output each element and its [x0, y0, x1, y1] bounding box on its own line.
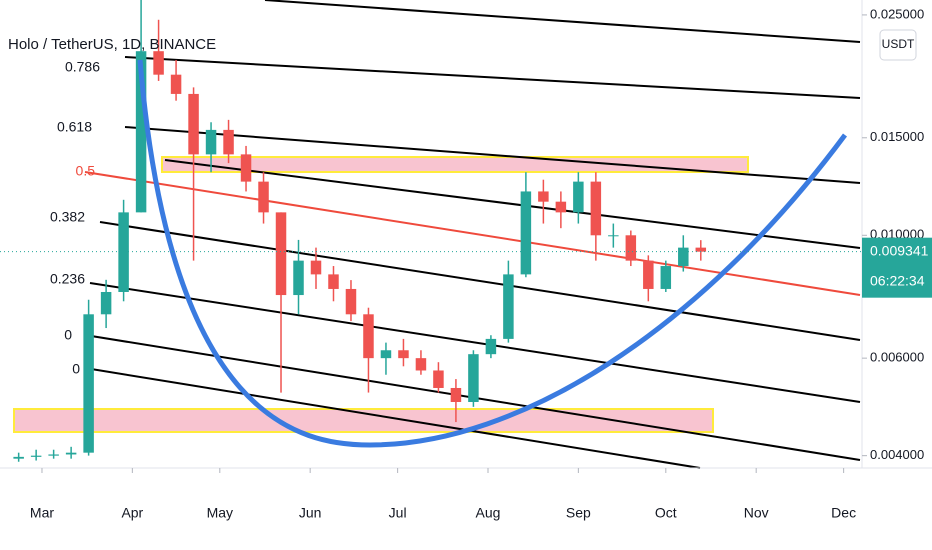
candle-body	[293, 260, 304, 296]
fib-level-label: 0	[64, 327, 72, 343]
channel-line	[164, 159, 861, 249]
y-tick-label: 0.004000	[870, 447, 924, 462]
zone-lower	[13, 408, 714, 433]
candle-body	[555, 201, 567, 213]
candle-body	[678, 247, 689, 267]
candle-body	[625, 235, 637, 261]
candle-body	[118, 212, 129, 292]
x-tick-label: Nov	[744, 505, 769, 521]
y-tick-label: 0.015000	[870, 129, 924, 144]
candle-body	[608, 235, 619, 237]
currency-button[interactable]	[879, 29, 917, 61]
candle-body	[83, 314, 94, 453]
candle-body	[240, 154, 252, 182]
fib-level-label: 0.382	[50, 209, 85, 225]
candle-body	[415, 358, 427, 371]
x-tick-label: Sep	[566, 505, 591, 521]
channel-line	[99, 221, 861, 341]
last-price-tag	[862, 237, 932, 298]
x-tick-label: Aug	[476, 505, 501, 521]
zone-upper	[161, 156, 749, 173]
x-tick-label: Dec	[831, 505, 856, 521]
candle-body	[433, 370, 444, 388]
x-tick-label: Oct	[655, 505, 677, 521]
countdown-label: 06:22:34	[870, 272, 925, 288]
candle-body	[503, 274, 514, 339]
candle-body	[538, 191, 549, 202]
candle-body	[223, 129, 234, 155]
candle-body	[345, 288, 357, 315]
candle-body	[135, 51, 147, 213]
candle-body	[30, 455, 42, 457]
candle-body	[258, 181, 269, 213]
candles	[13, 0, 707, 462]
chart-title: Holo / TetherUS, 1D, BINANCE	[8, 36, 216, 53]
cup-arc	[137, 59, 848, 448]
candle-body	[188, 93, 199, 155]
y-tick-label: 0.006000	[870, 350, 924, 365]
channel-line	[84, 367, 701, 469]
candle-body	[310, 260, 322, 275]
x-tick-label: Mar	[30, 505, 54, 521]
candle-body	[65, 452, 77, 455]
fib-level-label: 0	[72, 361, 80, 377]
x-tick-label: Apr	[121, 505, 143, 521]
candle-body	[100, 291, 112, 315]
candle-body	[380, 350, 392, 359]
candle-body	[328, 274, 339, 289]
currency-button-label[interactable]: USDT	[882, 37, 915, 51]
candle-body	[13, 456, 24, 459]
last-price-label: 0.009341	[870, 242, 929, 258]
candle-body	[450, 387, 462, 402]
channel-mid-line	[84, 171, 861, 296]
fib-level-label: 0.236	[50, 271, 85, 287]
candle-body	[48, 454, 59, 456]
fib-level-label: 0.618	[57, 119, 92, 135]
candle-body	[275, 212, 287, 296]
candle-body	[520, 191, 532, 275]
candle-body	[363, 314, 374, 359]
candle-body	[205, 129, 217, 155]
candle-body	[573, 181, 584, 213]
fib-level-label: 0.786	[65, 59, 100, 75]
candle-body	[485, 338, 497, 355]
fib-level-label: 0.5	[76, 163, 96, 179]
candle-body	[643, 260, 654, 289]
candle-body	[660, 266, 672, 289]
channel-line	[124, 56, 861, 99]
candle-body	[590, 181, 602, 236]
candle-body	[153, 51, 164, 75]
candle-body	[170, 74, 182, 94]
x-tick-label: Jun	[299, 505, 322, 521]
x-tick-label: May	[207, 505, 233, 521]
candle-body	[398, 350, 409, 359]
channel-line	[124, 126, 861, 184]
candle-body	[695, 247, 707, 252]
x-tick-label: Jul	[389, 505, 407, 521]
candle-body	[468, 354, 479, 402]
channel-line	[264, 0, 861, 43]
y-tick-label: 0.025000	[870, 6, 924, 21]
channel-line	[89, 282, 861, 403]
